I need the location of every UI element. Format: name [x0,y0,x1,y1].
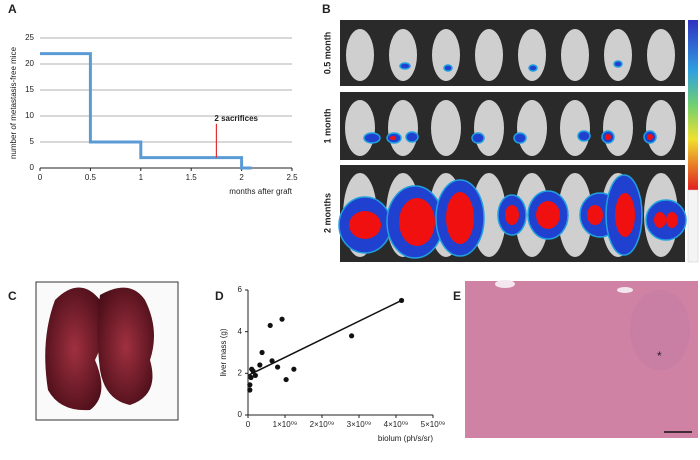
y-tick-label: 10 [25,111,34,120]
row-label: 0.5 month [322,32,332,75]
y-tick-label: 4 [238,327,243,336]
point [349,333,355,339]
y-tick-label: 2 [238,368,243,377]
panel-label: A [8,2,17,16]
y-tick-label: 20 [25,59,34,68]
point [257,362,263,368]
histology-marker: * [657,349,662,363]
point [259,349,265,356]
x-tick-label: 4×10⁰⁹ [384,420,409,429]
y-tick-label: 0 [238,410,243,419]
panel-label: C [8,289,17,303]
histology-image: * [465,280,698,438]
point [283,376,289,383]
x-tick-label: 0 [38,173,43,182]
lung-photo [35,281,179,421]
x-tick-label: 2.5 [286,173,298,182]
point [248,374,254,381]
imaging-panel: 0.5 month 1 month 2 months [322,20,699,263]
y-axis-label: liver mass (g) [219,328,228,376]
point [247,382,253,388]
x-tick-label: 2 [239,173,244,182]
x-tick-label: 0 [246,420,251,429]
y-tick-label: 15 [25,85,34,94]
x-tick-label: 1.5 [186,173,198,182]
point [269,358,275,364]
x-tick-label: 1×10⁰⁹ [273,420,298,429]
x-axis-label: biolum (ph/s/sr) [378,434,433,443]
x-tick-label: 2×10⁰⁹ [310,420,335,429]
x-axis-label: months after graft [229,187,292,196]
point [279,316,285,322]
y-tick-label: 5 [30,137,35,146]
point [247,387,253,393]
point [275,364,281,370]
y-tick-label: 6 [238,285,243,294]
annotation: 2 sacrifices [214,114,258,123]
panel-label: D [215,289,224,303]
panel-label: E [453,289,461,303]
row-label: 2 months [322,193,332,233]
row-label: 1 month [322,109,332,144]
y-axis-label: number of metastasis-free mice [9,46,18,159]
x-tick-label: 3×10⁰⁹ [347,420,372,429]
y-tick-label: 25 [25,33,34,42]
point [252,372,258,379]
point [398,297,405,304]
point [291,366,297,372]
x-tick-label: 5×10⁰⁹ [421,420,446,429]
x-tick-label: 1 [139,173,144,182]
y-tick-label: 0 [30,163,35,172]
step-line [40,52,252,170]
point [249,366,255,372]
fit-line [247,299,402,377]
panel-label: B [322,2,331,16]
x-tick-label: 0.5 [85,173,97,182]
point [267,322,273,329]
